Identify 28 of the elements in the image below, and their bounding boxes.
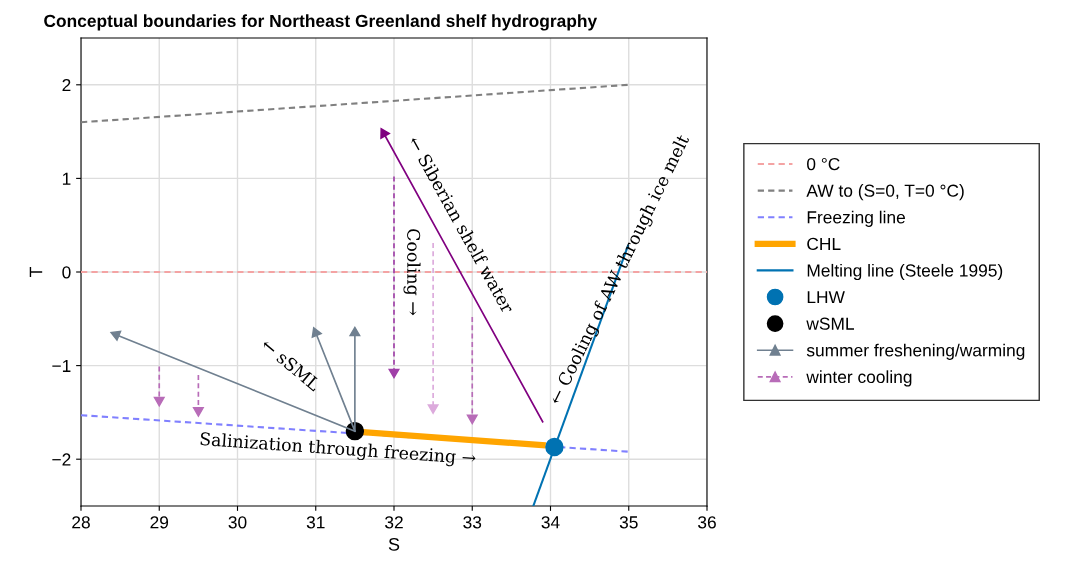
x-tick-label: 29 (150, 516, 169, 529)
x-tick-label: 33 (463, 516, 482, 529)
x-tick-label: 35 (619, 516, 638, 529)
y-tick-label: 1 (62, 172, 71, 185)
legend-label: summer freshening/warming (806, 343, 1025, 360)
x-tick-label: 30 (228, 516, 247, 529)
legend-label: LHW (807, 291, 845, 304)
y-tick-label: 0 (62, 266, 71, 279)
legend-label: CHL (807, 237, 841, 251)
x-tick-label: 32 (385, 516, 403, 529)
y-tick-label: −2 (52, 453, 71, 466)
annotation: Salinization through freezing → (200, 431, 477, 468)
y-axis-title: T (29, 266, 43, 278)
legend-label: AW to (S=0, T=0 °C) (806, 184, 964, 201)
x-tick-label: 31 (306, 516, 325, 529)
legend-label: Freezing line (807, 210, 905, 227)
annotation: Cooling → (403, 229, 421, 316)
x-tick-label: 36 (698, 516, 716, 529)
legend-label: winter cooling (806, 370, 912, 387)
x-tick-label: 28 (72, 516, 90, 529)
x-axis-title: S (388, 537, 400, 551)
legend-label: wSML (806, 317, 855, 330)
y-tick-label: −1 (52, 359, 71, 372)
chart-title: Conceptual boundaries for Northeast Greenland shelf hydrography (44, 14, 598, 31)
x-tick-label: 34 (541, 516, 560, 529)
legend-label: 0 °C (807, 157, 840, 171)
y-tick-label: 2 (62, 78, 71, 92)
legend-label: Melting line (Steele 1995) (807, 263, 1003, 281)
